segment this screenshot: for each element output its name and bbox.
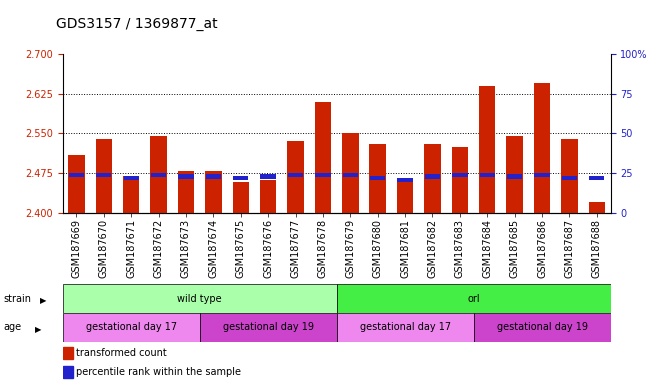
Bar xyxy=(480,173,495,177)
Bar xyxy=(452,173,467,177)
Text: gestational day 17: gestational day 17 xyxy=(86,322,177,333)
Bar xyxy=(96,173,112,177)
Bar xyxy=(260,180,277,213)
Bar xyxy=(424,144,441,213)
Bar xyxy=(205,170,222,213)
Text: GSM187673: GSM187673 xyxy=(181,219,191,278)
Text: GSM187684: GSM187684 xyxy=(482,219,492,278)
Bar xyxy=(63,313,199,342)
Text: GSM187672: GSM187672 xyxy=(154,219,164,278)
Bar xyxy=(343,173,358,177)
Text: GSM187671: GSM187671 xyxy=(126,219,136,278)
Text: gestational day 17: gestational day 17 xyxy=(360,322,451,333)
Bar xyxy=(506,136,523,213)
Bar xyxy=(337,284,610,313)
Bar xyxy=(479,86,496,213)
Bar xyxy=(288,173,303,177)
Bar xyxy=(199,313,337,342)
Text: GSM187686: GSM187686 xyxy=(537,219,547,278)
Bar xyxy=(63,347,73,359)
Bar xyxy=(206,174,221,179)
Text: GSM187676: GSM187676 xyxy=(263,219,273,278)
Bar xyxy=(232,182,249,213)
Bar xyxy=(451,147,468,213)
Text: ▶: ▶ xyxy=(40,296,46,305)
Bar xyxy=(96,139,112,213)
Text: transformed count: transformed count xyxy=(76,348,166,358)
Bar xyxy=(151,173,166,177)
Bar xyxy=(261,174,276,179)
Bar xyxy=(535,173,550,177)
Bar xyxy=(315,102,331,213)
Text: strain: strain xyxy=(3,293,31,304)
Bar xyxy=(233,176,248,180)
Bar xyxy=(342,134,358,213)
Text: GSM187681: GSM187681 xyxy=(400,219,410,278)
Bar xyxy=(63,284,337,313)
Text: GSM187688: GSM187688 xyxy=(592,219,602,278)
Text: GDS3157 / 1369877_at: GDS3157 / 1369877_at xyxy=(56,17,218,31)
Bar xyxy=(370,144,386,213)
Bar xyxy=(123,176,139,180)
Text: GSM187679: GSM187679 xyxy=(345,219,355,278)
Bar xyxy=(287,141,304,213)
Bar xyxy=(123,176,139,213)
Bar xyxy=(397,177,412,182)
Bar xyxy=(425,174,440,179)
Text: GSM187685: GSM187685 xyxy=(510,219,519,278)
Bar xyxy=(507,174,522,179)
Bar xyxy=(63,366,73,378)
Text: GSM187687: GSM187687 xyxy=(564,219,574,278)
Bar xyxy=(534,83,550,213)
Text: GSM187680: GSM187680 xyxy=(373,219,383,278)
Text: gestational day 19: gestational day 19 xyxy=(496,322,587,333)
Bar xyxy=(589,202,605,213)
Text: gestational day 19: gestational day 19 xyxy=(222,322,314,333)
Bar xyxy=(370,176,385,180)
Text: GSM187678: GSM187678 xyxy=(318,219,328,278)
Bar xyxy=(397,179,413,213)
Text: GSM187669: GSM187669 xyxy=(71,219,81,278)
Text: GSM187683: GSM187683 xyxy=(455,219,465,278)
Text: wild type: wild type xyxy=(178,293,222,304)
Text: GSM187677: GSM187677 xyxy=(290,219,300,278)
Bar xyxy=(68,155,84,213)
Text: GSM187674: GSM187674 xyxy=(209,219,218,278)
Bar xyxy=(69,173,84,177)
Text: age: age xyxy=(3,322,21,333)
Text: percentile rank within the sample: percentile rank within the sample xyxy=(76,367,241,377)
Text: GSM187675: GSM187675 xyxy=(236,219,246,278)
Bar xyxy=(150,136,167,213)
Bar xyxy=(315,173,331,177)
Bar xyxy=(178,170,194,213)
Bar xyxy=(561,139,578,213)
Text: GSM187670: GSM187670 xyxy=(99,219,109,278)
Text: GSM187682: GSM187682 xyxy=(428,219,438,278)
Bar xyxy=(178,174,193,179)
Bar xyxy=(474,313,610,342)
Text: ▶: ▶ xyxy=(35,325,42,334)
Bar xyxy=(337,313,473,342)
Text: orl: orl xyxy=(467,293,480,304)
Bar xyxy=(562,176,577,180)
Bar xyxy=(589,176,605,180)
